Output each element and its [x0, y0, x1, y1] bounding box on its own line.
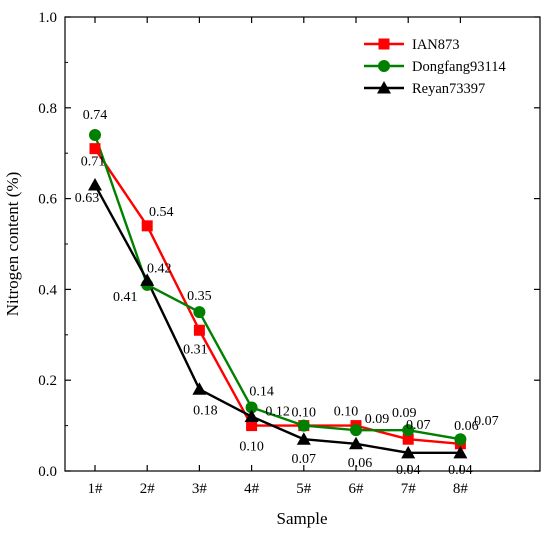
y-tick-label: 1.0 [38, 10, 57, 26]
legend-label: IAN873 [412, 37, 460, 53]
data-label: 0.07 [292, 452, 317, 467]
data-label: 0.07 [406, 418, 431, 433]
legend-label: Dongfang93114 [412, 59, 506, 75]
reyan73397-marker [453, 445, 468, 459]
y-axis-title: Nitrogen content (%) [3, 172, 22, 316]
dongfang93114-marker [193, 306, 206, 319]
x-tick-label: 5# [296, 481, 312, 497]
x-tick-label: 2# [140, 481, 156, 497]
y-tick-label: 0.6 [38, 192, 57, 208]
dongfang93114-marker [402, 424, 415, 437]
reyan73397-marker [296, 432, 311, 445]
reyan73397-marker [244, 409, 259, 423]
ian873-marker [402, 433, 414, 445]
legend-marker [378, 60, 390, 72]
data-label: 0.06 [348, 456, 373, 471]
reyan73397-marker [140, 273, 155, 286]
reyan73397-marker [349, 436, 363, 450]
ian873-line [94, 147, 461, 445]
legend-marker [377, 81, 391, 94]
dongfang93114-marker [454, 433, 467, 446]
data-label: 0.18 [193, 403, 218, 418]
data-label: 0.14 [249, 384, 274, 399]
y-tick-label: 0.0 [38, 464, 57, 480]
x-tick-label: 4# [244, 481, 260, 497]
x-axis-title: Sample [277, 509, 328, 528]
y-tick-label: 0.2 [38, 373, 57, 389]
legend-label: Reyan73397 [412, 81, 485, 97]
x-tick-label: 8# [453, 481, 469, 497]
data-label: 0.63 [75, 191, 100, 206]
y-axis: 0.0 0.2 0.4 0.6 0.8 1.0 [38, 10, 540, 480]
data-label: 0.04 [396, 463, 421, 478]
y-tick-label: 0.4 [38, 282, 57, 298]
data-label: 0.04 [448, 463, 473, 478]
ian873-marker [193, 324, 205, 336]
y-tick-label: 0.8 [38, 101, 57, 117]
data-label: 0.07 [474, 414, 499, 429]
data-label: 0.31 [183, 342, 208, 357]
data-labels: 0.710.540.310.100.10 0.100.07 0.060.740.41… [75, 108, 499, 478]
dongfang93114-marker [350, 424, 362, 437]
data-label: 0.35 [187, 289, 212, 304]
x-tick-label: 3# [192, 481, 208, 497]
series-lines [93, 134, 461, 455]
data-label: 0.42 [147, 261, 172, 276]
x-tick-label: 1# [88, 481, 104, 497]
data-label: 0.41 [113, 290, 138, 305]
data-label: 0.71 [81, 155, 106, 170]
dongfang93114-marker [245, 401, 258, 414]
reyan73397-marker [88, 177, 102, 191]
reyan73397-marker [192, 382, 207, 395]
series-markers [88, 129, 468, 459]
data-label: 0.74 [83, 108, 108, 123]
legend: IAN873 Dongfang93114 Reyan73397 [364, 37, 506, 97]
dongfang93114-line [93, 134, 461, 441]
x-tick-label: 7# [401, 481, 417, 497]
ian873-marker [89, 143, 101, 155]
legend-marker [378, 38, 390, 50]
data-label: 0.10 [334, 405, 359, 420]
x-tick-label: 6# [349, 481, 365, 497]
data-label: 0.54 [149, 205, 174, 220]
data-label: 0.10 [292, 406, 317, 421]
data-label: 0.09 [365, 412, 390, 427]
x-axis: 1# 2# 3# 4# 5# 6# 7# 8# [88, 17, 469, 497]
data-label: 0.10 [239, 440, 264, 455]
dongfang93114-marker [89, 129, 101, 142]
data-label: 0.06 [454, 419, 479, 434]
ian873-marker [246, 420, 258, 432]
data-label: 0.09 [392, 406, 417, 421]
data-label: 0.12 [265, 405, 290, 420]
dongfang93114-marker [297, 419, 310, 432]
ian873-marker [141, 220, 153, 232]
reyan73397-marker [401, 445, 416, 459]
reyan73397-line [93, 184, 461, 455]
